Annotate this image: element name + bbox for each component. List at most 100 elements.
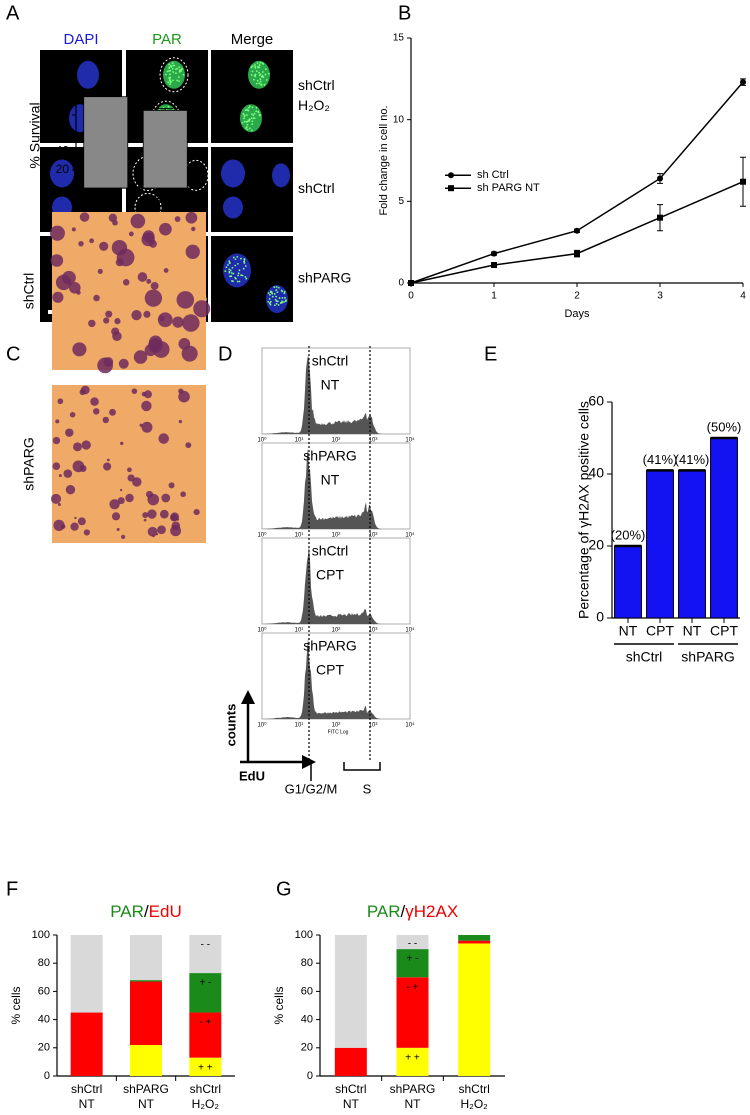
x-tick-label: NT [619, 623, 638, 639]
par-focus [271, 292, 274, 295]
par-focus [175, 72, 177, 75]
colony [146, 278, 152, 284]
y-tick-label: 40 [588, 465, 604, 481]
par-focus [250, 117, 253, 120]
micrograph [211, 147, 293, 232]
counts-label: counts [223, 704, 238, 747]
par-focus [258, 82, 261, 85]
legend-label: sh Ctrl [477, 169, 509, 181]
par-focus [238, 280, 241, 283]
par-focus [255, 110, 258, 113]
histogram-label: shCtrl [312, 543, 349, 559]
colony [144, 289, 163, 307]
par-focus [227, 264, 229, 266]
par-focus [178, 66, 181, 69]
title-part: / [144, 902, 149, 921]
colony [111, 512, 121, 521]
colony [131, 388, 138, 394]
colony [171, 521, 181, 531]
colony [90, 397, 99, 406]
colony [161, 493, 171, 503]
par-focus [167, 81, 170, 84]
colony [125, 493, 134, 503]
par-focus [169, 83, 171, 86]
par-focus [244, 109, 247, 112]
x-tick-label: shPARG [390, 1082, 436, 1096]
colony [185, 211, 198, 224]
colony [185, 244, 200, 259]
colony [114, 318, 121, 325]
bar-segment [458, 943, 491, 1076]
flow-tick-label: 10¹ [295, 533, 304, 539]
legend-label: sh PARG NT [477, 182, 540, 194]
par-focus [229, 269, 232, 272]
column-header: Merge [231, 31, 274, 48]
row-label: shCtrl [298, 77, 335, 93]
error-bar [97, 91, 114, 97]
par-focus [264, 68, 267, 71]
segment-label: + - [199, 978, 211, 989]
colony [93, 294, 100, 302]
value-label: (41%) [675, 452, 710, 467]
colony [141, 421, 153, 433]
colony [52, 291, 64, 303]
par-focus [172, 71, 175, 73]
colony [131, 309, 142, 321]
par-focus [261, 71, 264, 73]
bar-segment [130, 980, 162, 982]
x-tick-label: NT [683, 623, 702, 639]
par-focus [232, 256, 235, 259]
colony [109, 499, 120, 510]
bar-segment [189, 935, 222, 974]
colony [122, 278, 130, 286]
par-focus [171, 79, 174, 82]
histogram-label: NT [321, 377, 340, 393]
row-label: shPARG [298, 270, 351, 286]
par-focus [267, 72, 270, 75]
par-focus [254, 73, 257, 76]
nucleus [50, 159, 74, 188]
colony [145, 490, 154, 498]
colony [120, 534, 126, 539]
marker [448, 172, 454, 179]
colony [55, 274, 72, 291]
colony [60, 524, 66, 529]
marker [657, 175, 663, 182]
x-tick-label: 2 [574, 291, 580, 302]
title-part: PAR [367, 902, 401, 921]
par-focus [259, 78, 262, 81]
par-focus [260, 83, 262, 86]
flow-tick-label: 10³ [369, 628, 378, 634]
colony [99, 241, 109, 251]
y-tick-label: 20 [301, 1042, 313, 1054]
par-focus [236, 262, 239, 265]
colony [71, 227, 76, 232]
colony [103, 317, 110, 324]
flow-tick-label: 10⁴ [405, 627, 415, 634]
par-focus [178, 69, 181, 71]
x-tick-label: shCtrl [190, 1082, 221, 1096]
colony [89, 238, 95, 244]
flow-tick-label: 10⁴ [405, 722, 415, 729]
colony [72, 342, 87, 357]
par-focus [228, 260, 231, 263]
colony [73, 442, 82, 452]
colony [147, 526, 158, 537]
histogram-frame [261, 347, 411, 435]
colony [117, 497, 125, 505]
par-focus [254, 64, 256, 66]
colony [170, 513, 178, 522]
x-axis-label: Days [564, 308, 590, 320]
colony [160, 509, 169, 519]
par-focus [243, 120, 246, 123]
colony [191, 226, 196, 232]
panel-letter: F [6, 878, 18, 900]
par-focus [261, 62, 264, 65]
par-focus [253, 117, 256, 120]
par-focus [171, 67, 174, 70]
bar-segment [396, 1047, 429, 1076]
panel-letter: B [398, 2, 411, 24]
y-tick-label: 100 [32, 929, 50, 941]
par-focus [243, 262, 246, 264]
